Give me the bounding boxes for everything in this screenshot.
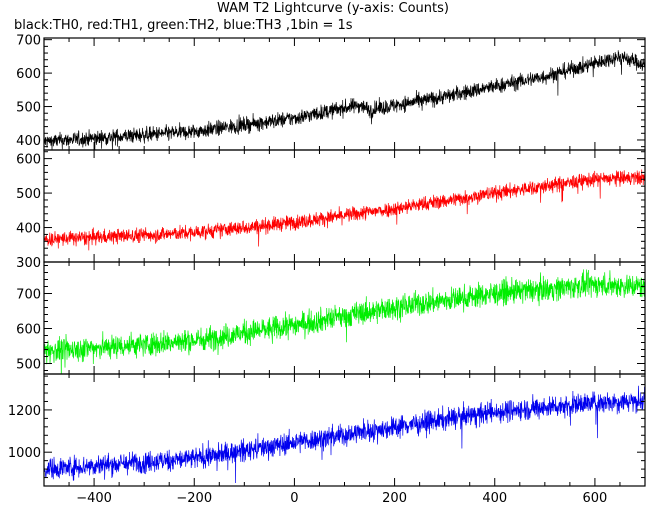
y-tick-label: 600 xyxy=(16,153,41,168)
series-line-th0 xyxy=(44,50,645,150)
y-tick-label: 700 xyxy=(16,288,41,303)
panel-th2: 500 600 700 xyxy=(16,261,646,375)
panel-th1: 300 400 500 600 xyxy=(16,149,646,271)
x-tick-label: 200 xyxy=(382,491,407,505)
y-tick-label: 400 xyxy=(16,134,41,149)
y-tick-label: 700 xyxy=(16,34,41,49)
x-tick-label: −200 xyxy=(176,491,212,505)
series-line-th2 xyxy=(44,269,645,374)
chart-title: WAM T2 Lightcurve (y-axis: Counts) xyxy=(217,1,449,16)
panels: 400 500 600 700 300 400 500 600 500 600 700 1000 120… xyxy=(8,34,646,487)
y-tick-label: 600 xyxy=(16,67,41,82)
panel-th0: 400 500 600 700 xyxy=(16,34,646,151)
y-tick-label: 600 xyxy=(16,323,41,338)
y-tick-label: 300 xyxy=(16,256,41,271)
x-tick-label: 0 xyxy=(290,491,298,505)
y-tick-label: 1200 xyxy=(8,404,41,419)
y-tick-label: 500 xyxy=(16,101,41,116)
y-tick-label: 500 xyxy=(16,187,41,202)
y-tick-label: 1000 xyxy=(8,446,41,461)
x-tick-label: 400 xyxy=(482,491,507,505)
series-line-th1 xyxy=(44,169,645,251)
y-tick-label: 400 xyxy=(16,222,41,237)
panel-th3: 1000 1200 xyxy=(8,373,646,487)
series-line-th3 xyxy=(44,385,645,484)
panel-frame xyxy=(43,149,646,263)
panel-frame xyxy=(43,373,646,487)
y-tick-label: 500 xyxy=(16,358,41,373)
x-tick-label: −400 xyxy=(76,491,112,505)
chart-subtitle: black:TH0, red:TH1, green:TH2, blue:TH3 … xyxy=(14,18,353,33)
x-tick-label: 600 xyxy=(583,491,608,505)
x-axis: −400 −200 0 200 400 600 xyxy=(76,491,607,505)
